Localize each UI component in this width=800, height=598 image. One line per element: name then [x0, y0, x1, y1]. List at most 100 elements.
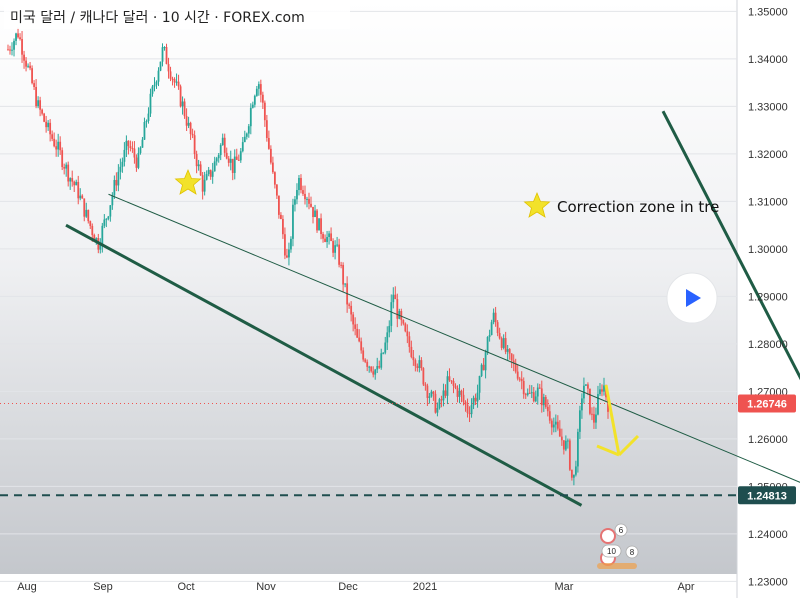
grid-layer [0, 10, 737, 582]
candle-body [249, 107, 252, 127]
candle-body [464, 401, 467, 405]
candle-body [159, 61, 162, 71]
candle-body [542, 396, 545, 406]
candle-body [195, 154, 198, 167]
candle-body [366, 361, 369, 367]
candle-body [510, 353, 513, 361]
candle-body [33, 83, 35, 87]
candle-body [9, 49, 11, 51]
chart-title: 미국 달러 / 캐나다 달러 · 10 시간 · FOREX.com [10, 10, 305, 26]
candle-body [109, 205, 112, 217]
candle-body [294, 199, 296, 205]
candle-body [458, 390, 461, 397]
candle-body [247, 126, 250, 134]
candle-body [500, 338, 503, 348]
candle-body [554, 421, 557, 425]
candle-body [225, 152, 228, 159]
candle-body [59, 141, 62, 151]
candle-body [81, 195, 84, 199]
candle-body [402, 320, 405, 324]
candle-body [480, 364, 483, 376]
candle-body [107, 216, 110, 219]
candle-body [370, 366, 373, 372]
badge-left-count: 10 [607, 547, 616, 556]
channel-mid-line [108, 193, 800, 483]
candle-body [560, 436, 563, 441]
candle-body [85, 209, 88, 217]
lines-layer [0, 110, 800, 507]
candle-body [69, 178, 72, 182]
candle-body [99, 244, 102, 250]
candle-body [386, 332, 389, 343]
candle-body [145, 121, 148, 123]
candle-body [213, 161, 216, 172]
candle-body [388, 325, 391, 333]
candle-body [506, 349, 509, 352]
candle-body [243, 136, 246, 143]
candle-body [143, 122, 146, 140]
candle-body [259, 84, 262, 95]
candle-body [562, 440, 565, 450]
candle-body [115, 179, 118, 186]
candle-body [330, 233, 332, 242]
badge-left [601, 544, 622, 558]
candle-body [340, 264, 343, 266]
candle-body [404, 323, 407, 332]
candle-body [494, 312, 497, 323]
candle-body [597, 394, 599, 415]
candle-body [189, 122, 192, 134]
candle-body [579, 410, 581, 432]
candle-body [37, 100, 40, 107]
candle-body [296, 190, 298, 200]
candle-body [492, 312, 495, 323]
candle-body [227, 158, 230, 163]
candle-body [591, 413, 593, 415]
y-tick-label: 1.32000 [748, 149, 788, 161]
x-axis: Aug Sep Oct Nov Dec 2021 Mar Apr [17, 581, 695, 593]
candle-body [322, 234, 324, 239]
candle-body [534, 396, 537, 402]
candle-body [508, 349, 511, 354]
candle-body [430, 391, 433, 397]
candle-body [161, 47, 164, 62]
candle-body [135, 157, 138, 168]
candle-body [532, 392, 535, 402]
badge-top [614, 523, 628, 537]
candle-body [286, 255, 288, 258]
candle-body [19, 37, 21, 40]
candle-body [446, 376, 449, 396]
candle-body [173, 79, 176, 83]
candle-body [139, 147, 142, 153]
candle-body [119, 166, 122, 172]
candle-body [568, 440, 571, 470]
candle-body [488, 335, 491, 337]
x-tick-label: 2021 [413, 581, 437, 593]
candle-body [384, 342, 387, 353]
candle-body [273, 172, 276, 185]
candle-body [336, 244, 338, 246]
candle-body [101, 225, 104, 245]
current-price-tag: 1.26746 [738, 394, 796, 413]
candle-body [484, 352, 487, 371]
candle-body [352, 314, 355, 325]
candle-body [191, 133, 194, 136]
candle-body [209, 169, 212, 177]
candle-body [141, 139, 144, 148]
candle-body [428, 396, 431, 398]
candle-body [239, 151, 242, 161]
y-tick-label: 1.24000 [748, 529, 788, 541]
play-button[interactable] [666, 272, 718, 324]
candle-body [55, 146, 58, 150]
event-badges[interactable]: 6 10 8 [597, 523, 639, 569]
candle-body [354, 324, 357, 329]
candle-body [326, 236, 328, 242]
candle-body [231, 158, 234, 173]
candle-body [476, 392, 479, 402]
candle-body [468, 412, 471, 415]
candle-body [498, 332, 501, 339]
candle-body [147, 113, 150, 122]
candle-body [87, 209, 90, 222]
candle-body [516, 371, 519, 379]
candle-body [171, 78, 174, 80]
y-tick-label: 1.26000 [748, 434, 788, 446]
